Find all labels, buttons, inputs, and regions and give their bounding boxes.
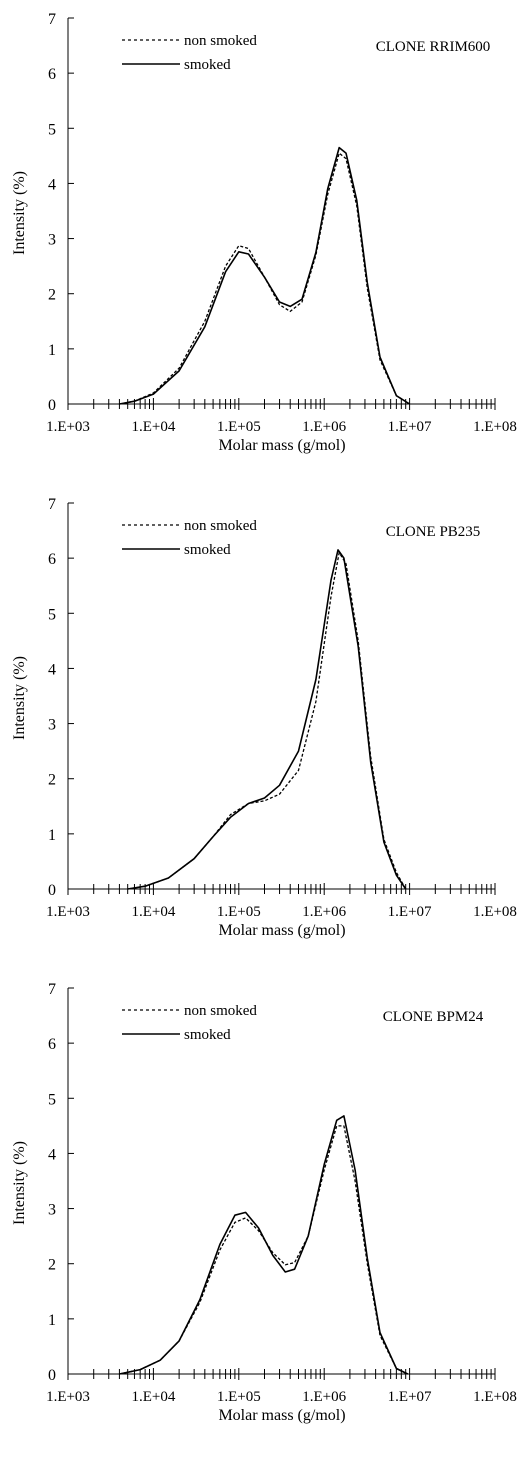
y-tick-label: 2: [48, 287, 56, 304]
x-tick-label: 1.E+08: [473, 904, 517, 920]
series-line-smoked: [119, 1115, 409, 1375]
legend-label: smoked: [184, 1027, 231, 1043]
x-tick-label: 1.E+07: [388, 904, 432, 920]
y-tick-label: 4: [48, 1146, 56, 1163]
y-tick-label: 0: [48, 882, 56, 899]
x-tick-label: 1.E+07: [388, 419, 432, 435]
legend-label: smoked: [184, 57, 231, 73]
x-tick-label: 1.E+06: [302, 904, 346, 920]
y-tick-label: 7: [48, 11, 56, 28]
x-axis-label: Molar mass (g/mol): [218, 437, 345, 454]
legend-label: non smoked: [184, 33, 257, 49]
x-tick-label: 1.E+03: [46, 904, 90, 920]
chart-title: CLONE RRIM600: [376, 39, 491, 55]
x-tick-label: 1.E+05: [217, 1389, 261, 1405]
chart-title: CLONE PB235: [386, 524, 481, 540]
y-tick-label: 2: [48, 1257, 56, 1274]
y-tick-label: 2: [48, 772, 56, 789]
y-tick-label: 3: [48, 232, 56, 249]
y-tick-label: 1: [48, 1312, 56, 1329]
y-tick-label: 4: [48, 176, 56, 193]
chart-panel: 0 1 2 3 4 5 6 7 1.E+03 1.E+04 1.E+05 1.E+06 1.E+07 1.…: [11, 11, 517, 454]
y-axis-label: Intensity (%): [11, 656, 28, 740]
y-tick-label: 5: [48, 121, 56, 138]
x-axis-label: Molar mass (g/mol): [218, 1407, 345, 1424]
x-tick-label: 1.E+04: [131, 419, 175, 435]
x-tick-label: 1.E+08: [473, 419, 517, 435]
legend-label: smoked: [184, 542, 231, 558]
y-tick-label: 6: [48, 551, 56, 568]
series-line-non-smoked: [127, 551, 407, 890]
y-tick-label: 6: [48, 66, 56, 83]
x-tick-label: 1.E+03: [46, 1389, 90, 1405]
x-tick-label: 1.E+05: [217, 904, 261, 920]
legend-label: non smoked: [184, 518, 257, 534]
y-tick-label: 7: [48, 981, 56, 998]
y-axis-label: Intensity (%): [11, 171, 28, 255]
series-line-smoked: [119, 146, 411, 405]
legend-label: non smoked: [184, 1003, 257, 1019]
y-tick-label: 5: [48, 1091, 56, 1108]
y-tick-label: 5: [48, 606, 56, 623]
series-line-smoked: [127, 549, 407, 890]
x-tick-label: 1.E+07: [388, 1389, 432, 1405]
y-tick-label: 1: [48, 827, 56, 844]
y-tick-label: 3: [48, 717, 56, 734]
x-axis-label: Molar mass (g/mol): [218, 922, 345, 939]
y-tick-label: 4: [48, 661, 56, 678]
y-tick-label: 1: [48, 342, 56, 359]
y-tick-label: 6: [48, 1036, 56, 1053]
y-axis-label: Intensity (%): [11, 1141, 28, 1225]
series-line-non-smoked: [119, 1125, 408, 1375]
x-tick-label: 1.E+06: [302, 1389, 346, 1405]
chart-panel: 0 1 2 3 4 5 6 7 1.E+03 1.E+04 1.E+05 1.E+06 1.E+07 1.…: [11, 981, 517, 1424]
chart-title: CLONE BPM24: [383, 1009, 484, 1025]
x-tick-label: 1.E+03: [46, 419, 90, 435]
chart-panel: 0 1 2 3 4 5 6 7 1.E+03 1.E+04 1.E+05 1.E+06 1.E+07 1.…: [11, 496, 517, 939]
x-tick-label: 1.E+06: [302, 419, 346, 435]
x-tick-label: 1.E+04: [131, 904, 175, 920]
y-tick-label: 0: [48, 1367, 56, 1384]
x-tick-label: 1.E+08: [473, 1389, 517, 1405]
y-tick-label: 7: [48, 496, 56, 513]
y-tick-label: 0: [48, 397, 56, 414]
x-tick-label: 1.E+04: [131, 1389, 175, 1405]
x-tick-label: 1.E+05: [217, 419, 261, 435]
y-tick-label: 3: [48, 1202, 56, 1219]
